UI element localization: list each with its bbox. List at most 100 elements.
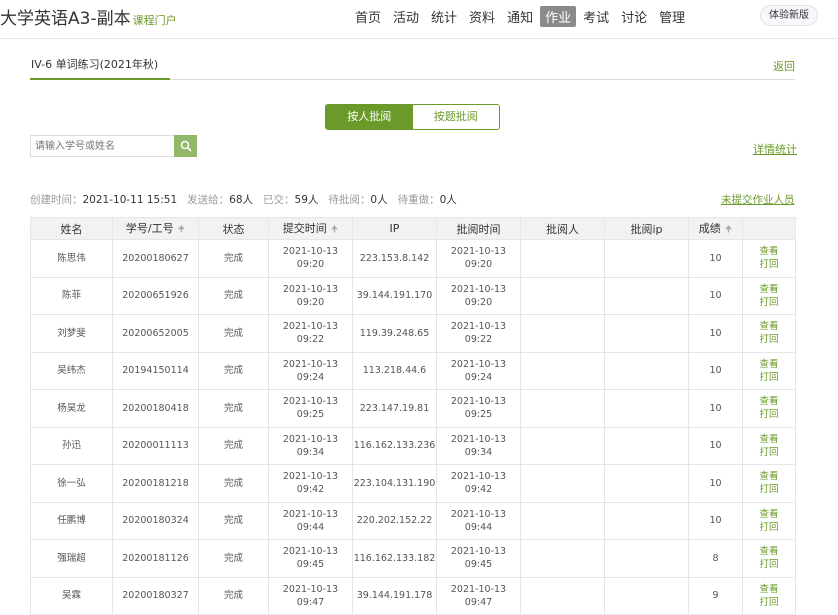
nav-materials[interactable]: 资料 [469,11,496,26]
review-date: 2021-10-13 [450,583,507,595]
student-id: 20194150114 [112,351,199,390]
return-button[interactable]: 打回 [759,596,779,608]
search-button[interactable] [174,135,197,157]
sort-arrow-icon[interactable]: 🠉 [330,224,339,235]
nav-discussion[interactable]: 讨论 [621,11,648,26]
submissions-table: 姓名 学号/工号 🠉 状态 提交时间 🠉 IP 批阅时间 批阅人 批阅ip 成绩 🠉 … [30,217,796,615]
nav-stats[interactable]: 统计 [431,11,458,26]
actions: 查看 打回 [742,314,796,353]
submit-time: 2021-10-13 09:47 [268,576,353,615]
review-time: 2021-10-13 09:25 [436,389,521,428]
return-button[interactable]: 打回 [759,334,779,346]
actions: 查看 打回 [742,501,796,540]
review-by-person-button[interactable]: 按人批阅 [326,105,413,129]
return-button[interactable]: 打回 [759,484,779,496]
sort-arrow-icon[interactable]: 🠉 [177,224,186,235]
col-id[interactable]: 学号/工号 🠉 [112,217,199,240]
unsubmitted-link[interactable]: 未提交作业人员 [721,194,795,206]
view-button[interactable]: 查看 [759,321,779,333]
status: 完成 [198,389,269,428]
nav-manage[interactable]: 管理 [659,11,686,26]
submit-time: 2021-10-13 09:20 [268,276,353,315]
search-input[interactable] [30,135,175,157]
ip: 116.162.133.236 [352,426,437,465]
return-button[interactable]: 打回 [759,371,779,383]
status: 完成 [198,351,269,390]
return-button[interactable]: 打回 [759,296,779,308]
view-button[interactable]: 查看 [759,433,779,445]
view-button[interactable]: 查看 [759,546,779,558]
sort-arrow-icon[interactable]: 🠉 [724,224,733,235]
student-name: 陈思伟 [30,239,113,278]
col-status: 状态 [198,217,269,240]
detail-stats-link[interactable]: 详情统计 [753,143,797,156]
student-name: 孙迅 [30,426,113,465]
table-row: 陈思伟 20200180627 完成 2021-10-13 09:20 223.1… [30,239,796,278]
col-submit-time[interactable]: 提交时间 🠉 [268,217,353,240]
student-id: 20200011113 [112,426,199,465]
return-button[interactable]: 打回 [759,409,779,421]
review-date: 2021-10-13 [450,358,507,370]
table-row: 刘梦斐 20200652005 完成 2021-10-13 09:22 119.3… [30,314,796,353]
ip: 39.144.191.178 [352,576,437,615]
search-icon [180,140,192,152]
nav-notice[interactable]: 通知 [507,11,534,26]
student-id: 20200651926 [112,276,199,315]
return-button[interactable]: 打回 [759,446,779,458]
table-row: 杨昊龙 20200180418 完成 2021-10-13 09:25 223.1… [30,389,796,428]
status: 完成 [198,239,269,278]
submit-clock: 09:42 [296,484,325,496]
view-button[interactable]: 查看 [759,246,779,258]
review-by-question-button[interactable]: 按题批阅 [412,105,499,129]
view-button[interactable]: 查看 [759,283,779,295]
back-link[interactable]: 返回 [773,60,795,73]
student-name: 刘梦斐 [30,314,113,353]
return-button[interactable]: 打回 [759,559,779,571]
review-clock: 09:25 [464,409,493,421]
submit-date: 2021-10-13 [282,508,339,520]
divider [30,79,795,80]
col-score[interactable]: 成绩 🠉 [688,217,743,240]
view-button[interactable]: 查看 [759,358,779,370]
return-button[interactable]: 打回 [759,521,779,533]
table-row: 强瑞超 20200181126 完成 2021-10-13 09:45 116.1… [30,539,796,578]
student-name: 徐一弘 [30,464,113,503]
table-row: 陈菲 20200651926 完成 2021-10-13 09:20 39.144… [30,276,796,315]
view-button[interactable]: 查看 [759,396,779,408]
reviewer [520,576,605,615]
status: 完成 [198,576,269,615]
review-mode-toggle: 按人批阅 按题批阅 [325,104,500,130]
student-id: 20200180324 [112,501,199,540]
student-id: 20200180627 [112,239,199,278]
submit-date: 2021-10-13 [282,396,339,408]
reviewer [520,426,605,465]
submit-time: 2021-10-13 09:24 [268,351,353,390]
student-id: 20200180418 [112,389,199,428]
score: 9 [688,576,743,615]
course-portal-link[interactable]: 课程门户 [132,14,177,27]
review-ip [604,539,689,578]
view-button[interactable]: 查看 [759,583,779,595]
try-new-version-button[interactable]: 体验新版 [760,5,818,26]
review-time: 2021-10-13 09:22 [436,314,521,353]
review-ip [604,314,689,353]
view-button[interactable]: 查看 [759,508,779,520]
review-date: 2021-10-13 [450,321,507,333]
submit-time: 2021-10-13 09:25 [268,389,353,428]
ip: 119.39.248.65 [352,314,437,353]
review-ip [604,464,689,503]
view-button[interactable]: 查看 [759,471,779,483]
review-date: 2021-10-13 [450,246,507,258]
nav-exam[interactable]: 考试 [583,11,610,26]
assignment-info: 创建时间：2021-10-11 15:51 发送给：68人 已交：59人 待批阅… [30,192,457,207]
submit-time: 2021-10-13 09:45 [268,539,353,578]
nav-homework[interactable]: 作业 [540,6,577,27]
review-time: 2021-10-13 09:47 [436,576,521,615]
submit-date: 2021-10-13 [282,246,339,258]
nav-home[interactable]: 首页 [355,11,382,26]
student-id: 20200180327 [112,576,199,615]
submit-date: 2021-10-13 [282,433,339,445]
nav-activity[interactable]: 活动 [393,11,420,26]
return-button[interactable]: 打回 [759,259,779,271]
submit-clock: 09:44 [296,521,325,533]
